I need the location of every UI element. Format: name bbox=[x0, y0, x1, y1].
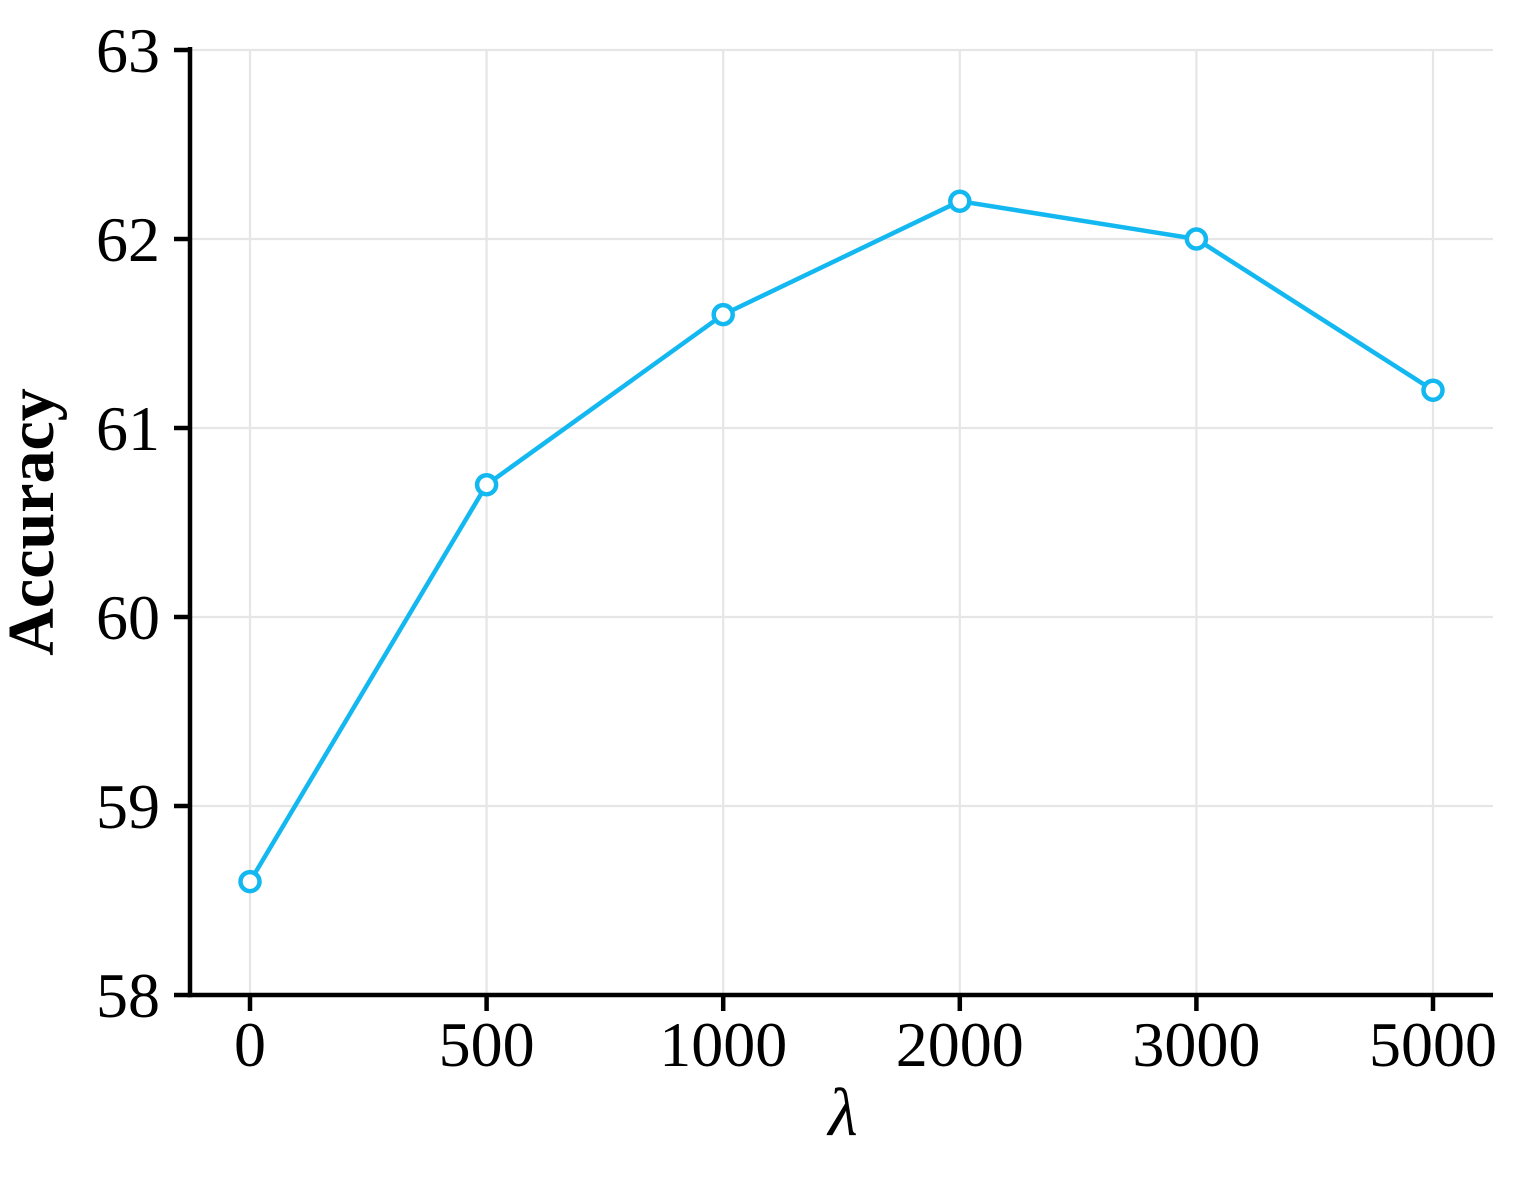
data-point-marker bbox=[948, 189, 972, 213]
data-point-marker bbox=[711, 302, 735, 327]
x-tick-label: 1000 bbox=[659, 1009, 787, 1080]
data-point-marker bbox=[238, 869, 262, 894]
y-tick-label: 59 bbox=[96, 771, 160, 842]
y-tick-label: 63 bbox=[96, 15, 160, 86]
x-tick-label: 0 bbox=[234, 1009, 266, 1080]
data-point-marker bbox=[474, 472, 499, 497]
x-axis-label: λ bbox=[826, 1074, 857, 1150]
y-tick-label: 58 bbox=[96, 960, 160, 1031]
x-tick-label: 2000 bbox=[896, 1009, 1024, 1080]
data-line bbox=[247, 198, 1436, 884]
x-tick-label: 500 bbox=[439, 1009, 535, 1080]
y-tick-label: 60 bbox=[96, 582, 160, 653]
axis-tick-labels: 58 59 60 61 62 63 0 500 1000 2000 3000 5000 bbox=[96, 15, 1497, 1080]
y-tick-label: 61 bbox=[96, 393, 160, 464]
data-point-marker bbox=[1184, 227, 1209, 251]
data-series bbox=[238, 189, 1445, 894]
data-point-marker bbox=[1421, 378, 1445, 402]
grid-lines bbox=[190, 48, 1493, 997]
axes bbox=[174, 47, 1493, 1011]
x-tick-label: 5000 bbox=[1369, 1009, 1497, 1080]
x-tick-label: 3000 bbox=[1132, 1009, 1260, 1080]
y-axis-label: Accuracy bbox=[0, 388, 68, 656]
y-tick-label: 62 bbox=[96, 204, 160, 275]
